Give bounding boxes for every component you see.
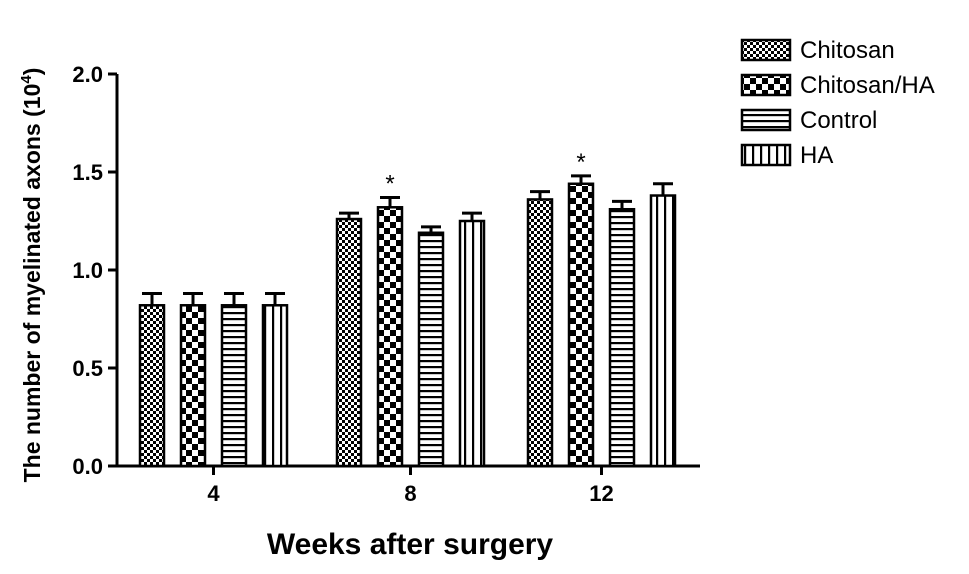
bar: [261, 304, 289, 468]
bar: [458, 219, 486, 468]
x-tick-label: 8: [404, 481, 416, 506]
x-axis-title: Weeks after surgery: [267, 528, 554, 561]
significance-marker: *: [385, 170, 394, 197]
legend-swatch: [740, 73, 792, 97]
significance-marker: *: [576, 149, 585, 176]
bar: [608, 207, 636, 468]
legend-label: HA: [800, 142, 833, 169]
bar: [335, 217, 363, 468]
y-tick-label: 0.0: [72, 454, 103, 479]
bar: [376, 206, 404, 468]
bar: [417, 231, 445, 468]
y-axis-title-unit-close: ): [19, 68, 45, 76]
bar: [220, 304, 248, 468]
legend-label: Control: [800, 107, 877, 134]
bar: [179, 304, 207, 468]
y-axis-title: The number of myelinated axons (104): [18, 68, 45, 483]
x-tick-label: 12: [589, 481, 613, 506]
y-tick-label: 2.0: [72, 62, 103, 87]
bar: [567, 182, 595, 468]
legend-swatch: [740, 143, 792, 167]
y-tick-label: 0.5: [72, 356, 103, 381]
bar: [138, 304, 166, 468]
bar: [526, 198, 554, 468]
legend-label: Chitosan: [800, 37, 895, 64]
axes: 0.0 0.5 1.0 1.5 2.0 4 8 12: [72, 62, 700, 506]
x-tick-label: 4: [207, 481, 220, 506]
y-axis-title-unit-base: 10: [19, 84, 45, 110]
y-axis-title-unit-open: (: [19, 109, 45, 123]
legend-swatch: [740, 108, 792, 132]
legend-label: Chitosan/HA: [800, 72, 935, 99]
y-tick-label: 1.0: [72, 258, 103, 283]
legend: Chitosan Chitosan/HA Control HA: [740, 37, 935, 169]
y-axis-title-unit-exp: 4: [18, 75, 35, 84]
y-tick-label: 1.5: [72, 160, 103, 185]
bar: [649, 194, 677, 468]
legend-swatch: [740, 38, 792, 62]
y-axis-title-text: The number of myelinated axons: [19, 123, 45, 482]
bars-group: **: [138, 149, 677, 468]
